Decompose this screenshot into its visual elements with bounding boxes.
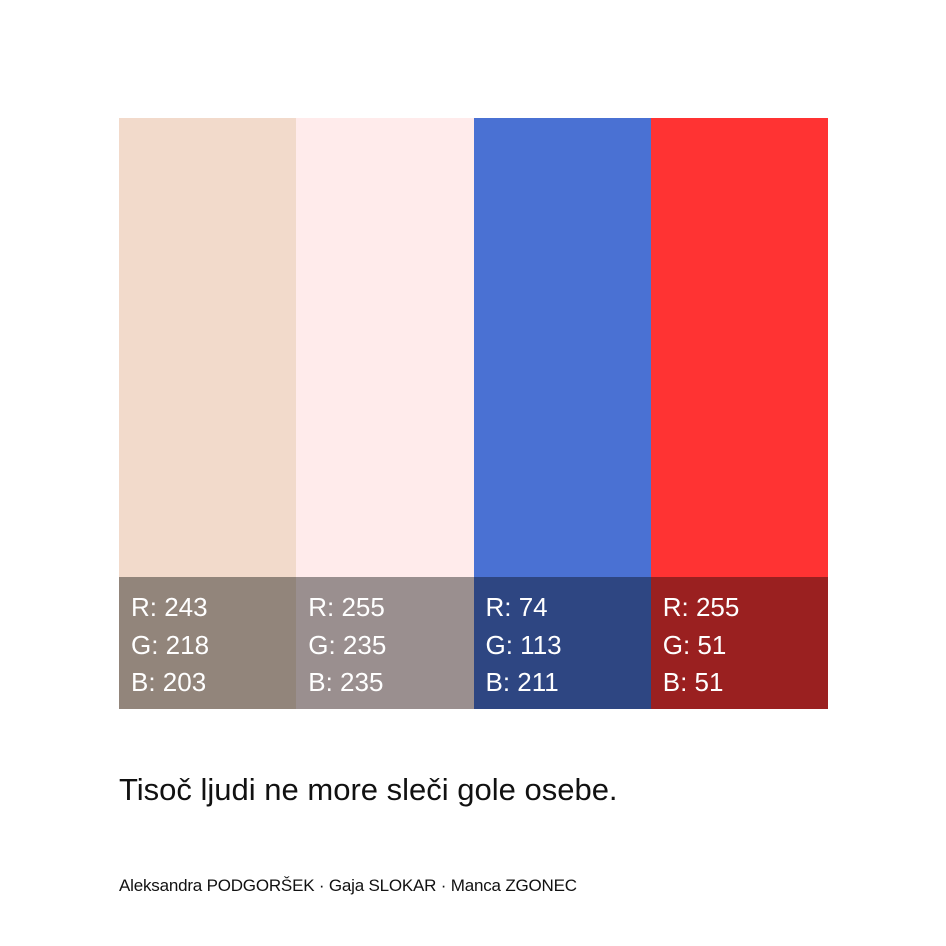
swatch-rgb-label: R: 74 G: 113 B: 211 (473, 577, 651, 709)
caption-text: Tisoč ljudi ne more sleči gole osebe. (119, 772, 618, 807)
credits-text: Aleksandra PODGORŠEK · Gaja SLOKAR · Man… (119, 876, 577, 895)
blue-value: B: 203 (131, 667, 207, 697)
swatch-pale-pink: R: 255 G: 235 B: 235 (296, 118, 474, 709)
green-value: G: 218 (131, 629, 210, 660)
swatch-blue: R: 74 G: 113 B: 211 (473, 118, 651, 709)
green-value: G: 235 (308, 629, 387, 660)
green-value: G: 113 (485, 629, 562, 660)
color-palette: R: 243 G: 218 B: 203 R: 255 G: 235 B: 23… (119, 118, 828, 709)
swatch-skin: R: 243 G: 218 B: 203 (119, 118, 297, 709)
green-value: G: 51 (662, 629, 727, 660)
red-value: R: 255 (662, 592, 740, 622)
swatch-rgb-label: R: 255 G: 235 B: 235 (296, 577, 474, 709)
blue-value: B: 51 (662, 667, 724, 697)
red-value: R: 255 (308, 592, 385, 622)
blue-value: B: 235 (308, 667, 384, 697)
swatch-red: R: 255 G: 51 B: 51 (650, 118, 828, 709)
swatch-rgb-label: R: 243 G: 218 B: 203 (119, 577, 297, 709)
swatch-rgb-label: R: 255 G: 51 B: 51 (650, 577, 828, 709)
red-value: R: 74 (485, 592, 548, 622)
red-value: R: 243 (131, 592, 208, 622)
blue-value: B: 211 (485, 667, 559, 697)
